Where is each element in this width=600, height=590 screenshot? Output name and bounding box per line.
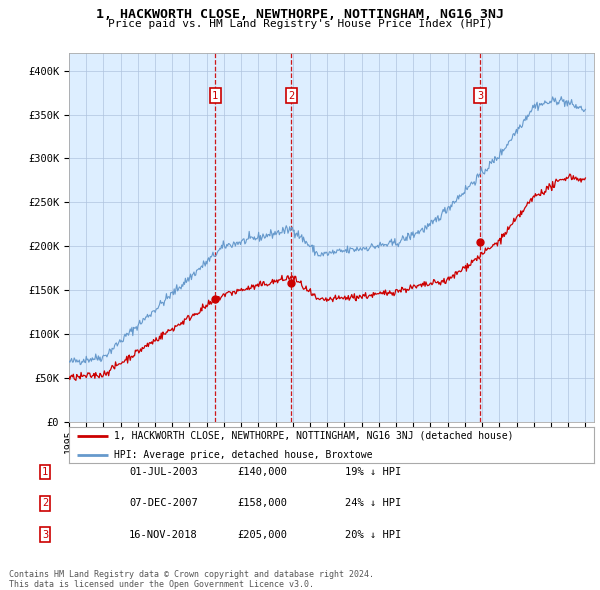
Text: 2: 2 bbox=[288, 90, 295, 100]
Text: £140,000: £140,000 bbox=[237, 467, 287, 477]
Text: 1, HACKWORTH CLOSE, NEWTHORPE, NOTTINGHAM, NG16 3NJ: 1, HACKWORTH CLOSE, NEWTHORPE, NOTTINGHA… bbox=[96, 8, 504, 21]
Text: 3: 3 bbox=[477, 90, 483, 100]
Text: 1: 1 bbox=[212, 90, 218, 100]
Text: £205,000: £205,000 bbox=[237, 530, 287, 539]
Text: 20% ↓ HPI: 20% ↓ HPI bbox=[345, 530, 401, 539]
Text: 19% ↓ HPI: 19% ↓ HPI bbox=[345, 467, 401, 477]
Text: 1: 1 bbox=[42, 467, 48, 477]
Text: 16-NOV-2018: 16-NOV-2018 bbox=[129, 530, 198, 539]
Text: 01-JUL-2003: 01-JUL-2003 bbox=[129, 467, 198, 477]
Text: 3: 3 bbox=[42, 530, 48, 539]
Text: 24% ↓ HPI: 24% ↓ HPI bbox=[345, 499, 401, 508]
Text: 2: 2 bbox=[42, 499, 48, 508]
Text: Contains HM Land Registry data © Crown copyright and database right 2024.
This d: Contains HM Land Registry data © Crown c… bbox=[9, 570, 374, 589]
Text: HPI: Average price, detached house, Broxtowe: HPI: Average price, detached house, Brox… bbox=[113, 450, 372, 460]
Text: 1, HACKWORTH CLOSE, NEWTHORPE, NOTTINGHAM, NG16 3NJ (detached house): 1, HACKWORTH CLOSE, NEWTHORPE, NOTTINGHA… bbox=[113, 431, 513, 441]
Text: 07-DEC-2007: 07-DEC-2007 bbox=[129, 499, 198, 508]
Text: Price paid vs. HM Land Registry's House Price Index (HPI): Price paid vs. HM Land Registry's House … bbox=[107, 19, 493, 30]
Text: £158,000: £158,000 bbox=[237, 499, 287, 508]
